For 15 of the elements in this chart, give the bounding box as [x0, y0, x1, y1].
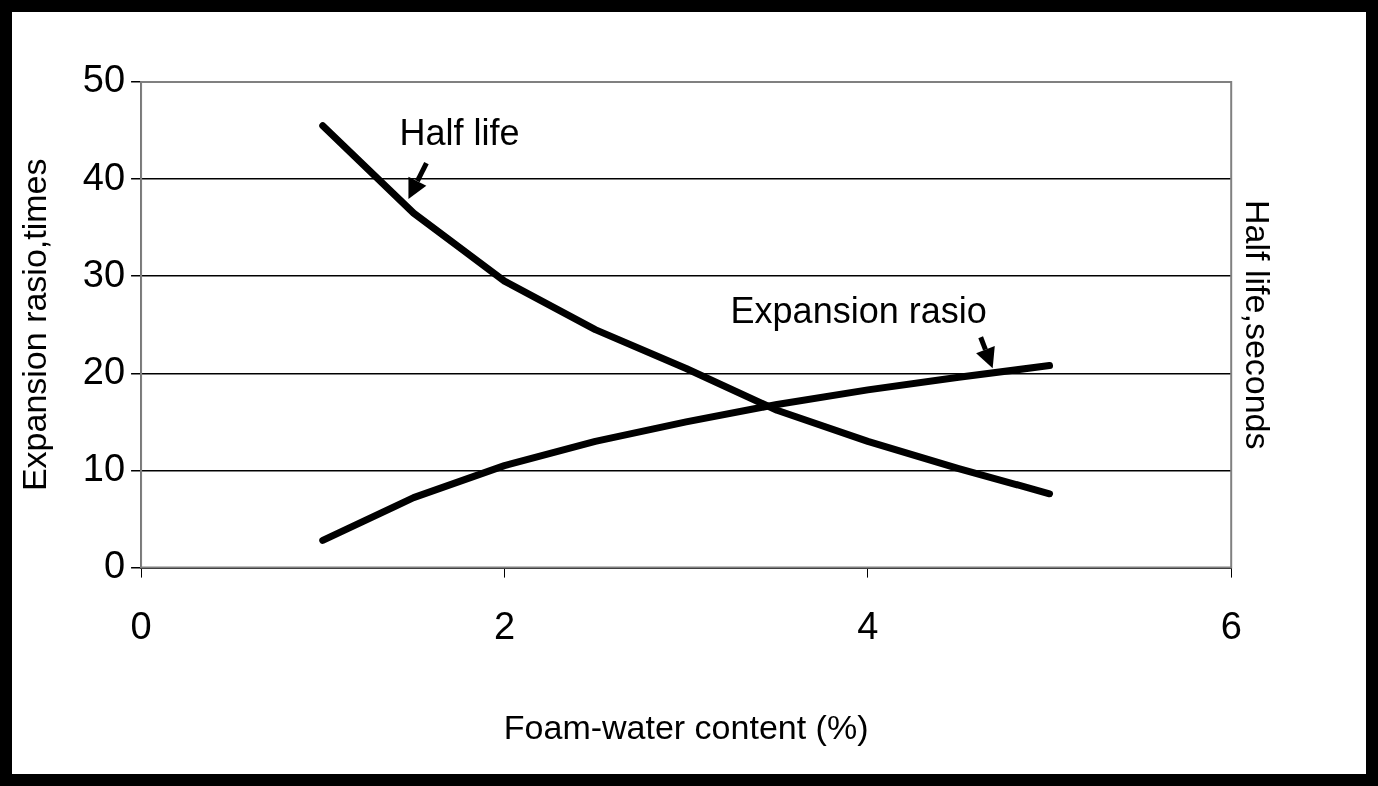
y-tick-label: 40 — [82, 155, 126, 198]
series-label: Expansion rasio — [730, 290, 987, 332]
y-tick-label: 50 — [82, 58, 126, 101]
y-tick-label: 30 — [82, 252, 126, 295]
y-tick-label: 20 — [82, 349, 126, 392]
y-axis-title: Expansion rasio,times — [14, 158, 53, 492]
x-tick-label: 6 — [1220, 604, 1242, 647]
series-label: Half life — [399, 112, 520, 154]
x-axis-title: Foam-water content (%) — [503, 707, 869, 746]
x-tick-label: 4 — [857, 604, 879, 647]
x-tick-label: 0 — [130, 604, 152, 647]
y-tick-label: 10 — [82, 446, 126, 489]
y2-axis-title: Half life,seconds — [1239, 200, 1278, 450]
y-tick-label: 0 — [103, 544, 126, 587]
x-tick-label: 2 — [493, 604, 516, 647]
